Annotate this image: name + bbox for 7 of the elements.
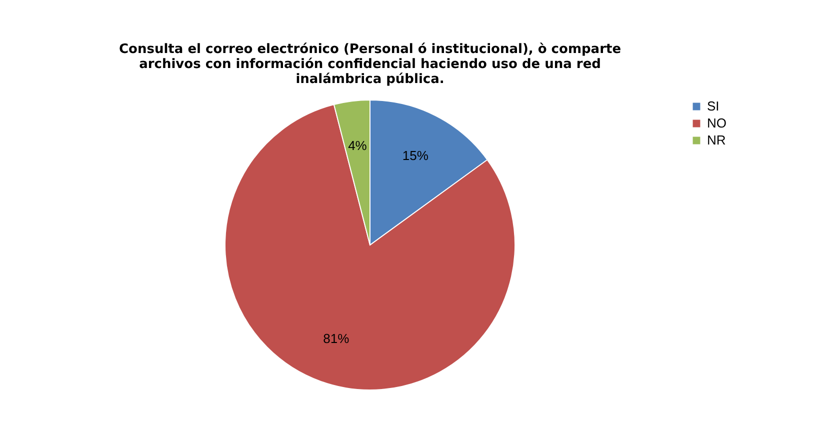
data-label: 15% — [402, 148, 429, 163]
legend-label: NR — [707, 132, 726, 148]
data-label: 81% — [323, 331, 350, 346]
legend-label: SI — [707, 98, 720, 114]
chart-title: Consulta el correo electrónico (Personal ó institucional), ò comparte archivos con información confidencial haciendo uso de una red inalámbrica pública. — [118, 42, 622, 87]
legend-label: NO — [707, 116, 726, 130]
data-label: 4% — [348, 138, 368, 153]
